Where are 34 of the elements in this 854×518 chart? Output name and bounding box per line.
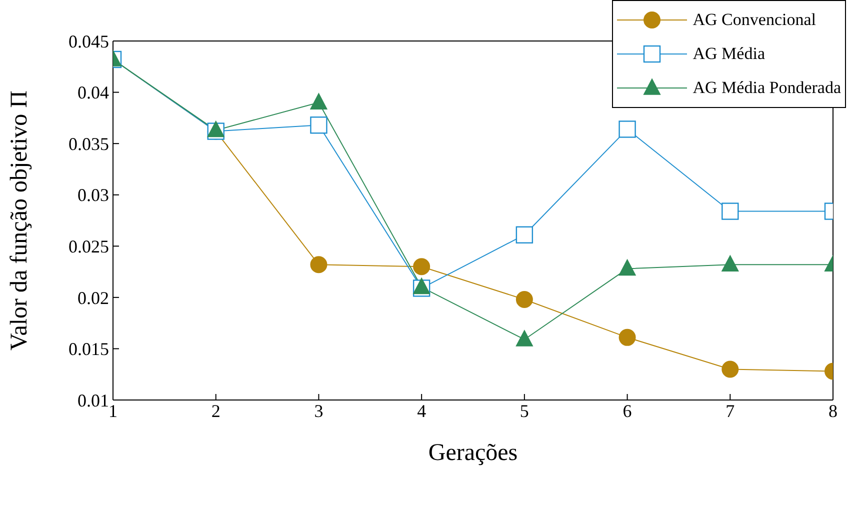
x-tick-label: 1 bbox=[108, 400, 118, 421]
y-axis-title: Valor da função objetivo Π bbox=[6, 90, 33, 350]
point bbox=[516, 290, 533, 308]
y-tick-label: 0.025 bbox=[68, 236, 109, 257]
point bbox=[618, 120, 636, 138]
legend-label: AG Média Ponderada bbox=[692, 78, 841, 98]
point bbox=[722, 255, 739, 272]
y-tick-label: 0.035 bbox=[68, 134, 109, 154]
y-tick-label: 0.015 bbox=[68, 339, 109, 360]
legend-label: AG Média bbox=[692, 44, 765, 64]
point bbox=[516, 330, 533, 346]
point bbox=[722, 360, 739, 378]
x-tick-label: 2 bbox=[211, 400, 220, 421]
point bbox=[310, 256, 328, 274]
point bbox=[516, 226, 534, 244]
y-tick-label: 0.02 bbox=[78, 288, 109, 308]
y-tick-label: 0.01 bbox=[78, 390, 109, 410]
x-tick-label: 7 bbox=[726, 400, 735, 421]
y-tick-label: 0.03 bbox=[78, 185, 109, 206]
point bbox=[413, 258, 430, 276]
point bbox=[618, 328, 636, 346]
y-tick-label: 0.045 bbox=[68, 31, 109, 52]
legend-label: AG Convencional bbox=[692, 10, 816, 30]
x-tick-label: 4 bbox=[417, 400, 426, 421]
x-tick-label: 3 bbox=[314, 400, 324, 421]
x-tick-label: 8 bbox=[828, 400, 838, 421]
x-tick-label: 5 bbox=[520, 400, 529, 421]
point bbox=[310, 116, 328, 134]
point bbox=[618, 259, 636, 276]
y-tick-label: 0.04 bbox=[78, 82, 109, 103]
point bbox=[722, 202, 739, 220]
x-axis-title: Gerações bbox=[428, 440, 518, 466]
x-tick-label: 6 bbox=[622, 400, 632, 421]
point bbox=[310, 93, 328, 110]
